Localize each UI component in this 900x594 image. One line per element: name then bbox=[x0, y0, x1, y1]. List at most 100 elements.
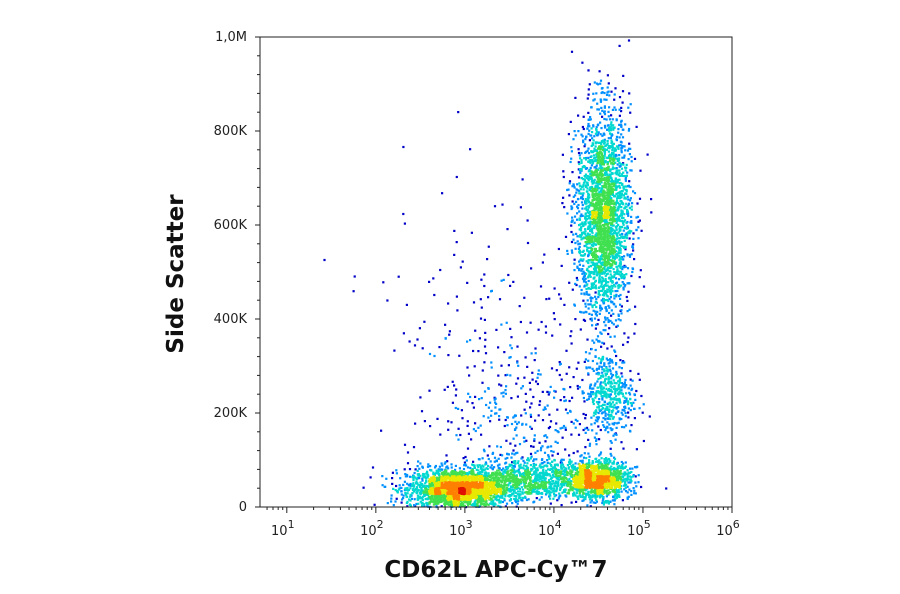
event-point bbox=[449, 505, 452, 508]
event-point bbox=[484, 477, 488, 480]
event-point bbox=[503, 483, 506, 486]
event-point bbox=[508, 495, 511, 498]
event-point bbox=[417, 502, 420, 505]
event-point bbox=[588, 274, 591, 277]
event-point bbox=[613, 242, 616, 245]
event-point bbox=[484, 338, 487, 341]
event-point bbox=[560, 378, 563, 381]
event-point bbox=[570, 249, 573, 252]
event-point bbox=[629, 378, 632, 381]
event-point bbox=[589, 173, 592, 176]
event-point bbox=[523, 474, 526, 477]
event-point bbox=[587, 259, 590, 262]
event-point bbox=[523, 408, 526, 411]
event-point bbox=[620, 193, 623, 196]
event-point bbox=[420, 496, 423, 499]
event-point bbox=[609, 270, 612, 273]
event-point bbox=[543, 464, 546, 467]
event-point bbox=[601, 280, 604, 283]
event-point bbox=[406, 462, 410, 465]
event-point bbox=[513, 415, 516, 418]
event-point bbox=[433, 354, 436, 358]
event-point bbox=[596, 420, 599, 423]
event-point bbox=[435, 472, 438, 475]
event-point bbox=[610, 229, 613, 232]
event-point bbox=[480, 306, 483, 309]
event-point bbox=[610, 454, 613, 457]
event-point bbox=[595, 395, 598, 398]
event-point bbox=[591, 160, 594, 163]
event-point bbox=[526, 490, 529, 493]
event-point bbox=[572, 238, 575, 241]
event-point bbox=[568, 194, 571, 197]
event-point bbox=[522, 459, 525, 462]
event-point bbox=[416, 497, 419, 500]
event-point bbox=[591, 223, 594, 226]
event-point bbox=[543, 406, 546, 409]
event-point bbox=[439, 499, 442, 502]
event-point bbox=[601, 371, 604, 374]
event-point bbox=[637, 220, 640, 223]
event-point bbox=[608, 219, 611, 222]
event-point bbox=[570, 207, 573, 211]
event-point bbox=[624, 265, 627, 268]
event-point bbox=[470, 470, 473, 473]
event-point bbox=[603, 248, 606, 251]
event-point bbox=[567, 471, 570, 474]
event-point bbox=[615, 228, 618, 231]
event-point bbox=[428, 280, 431, 283]
event-point bbox=[449, 474, 452, 477]
event-point bbox=[510, 456, 513, 459]
event-point bbox=[412, 446, 416, 449]
event-point bbox=[624, 473, 627, 476]
event-point bbox=[603, 395, 606, 398]
event-point bbox=[619, 233, 622, 236]
event-point bbox=[604, 372, 607, 375]
event-point bbox=[597, 242, 600, 245]
event-point bbox=[614, 319, 618, 322]
event-point bbox=[577, 114, 580, 117]
event-point bbox=[469, 466, 472, 470]
event-point bbox=[406, 487, 409, 490]
event-point bbox=[424, 493, 427, 496]
event-point bbox=[462, 502, 465, 505]
event-point bbox=[506, 416, 509, 419]
event-point bbox=[614, 254, 617, 257]
event-point bbox=[432, 277, 435, 280]
event-point bbox=[498, 418, 501, 421]
event-point bbox=[604, 191, 607, 194]
event-point bbox=[550, 467, 554, 471]
event-point bbox=[483, 361, 486, 364]
event-point bbox=[600, 345, 603, 348]
event-point bbox=[620, 119, 623, 122]
event-point bbox=[597, 463, 600, 467]
event-point bbox=[626, 195, 629, 198]
event-point bbox=[575, 191, 578, 194]
event-point bbox=[587, 212, 590, 215]
event-point bbox=[627, 231, 630, 234]
event-point bbox=[607, 145, 611, 148]
event-point bbox=[597, 339, 600, 343]
event-point bbox=[395, 484, 398, 488]
event-point bbox=[572, 465, 575, 468]
event-point bbox=[581, 277, 585, 280]
event-point bbox=[577, 466, 580, 470]
event-point bbox=[480, 503, 483, 506]
event-point bbox=[570, 473, 573, 476]
event-point bbox=[595, 401, 599, 404]
event-point bbox=[613, 491, 617, 494]
event-point bbox=[614, 87, 617, 90]
event-point bbox=[499, 500, 502, 503]
event-point bbox=[587, 170, 590, 173]
event-point bbox=[553, 287, 556, 290]
event-point bbox=[574, 467, 577, 470]
event-point bbox=[582, 499, 585, 502]
event-point bbox=[595, 305, 598, 309]
event-point bbox=[593, 263, 596, 266]
event-point bbox=[608, 208, 611, 211]
event-point bbox=[554, 467, 557, 470]
event-point bbox=[606, 347, 609, 350]
event-point bbox=[461, 260, 464, 263]
event-point bbox=[598, 312, 601, 315]
event-point bbox=[587, 204, 590, 208]
